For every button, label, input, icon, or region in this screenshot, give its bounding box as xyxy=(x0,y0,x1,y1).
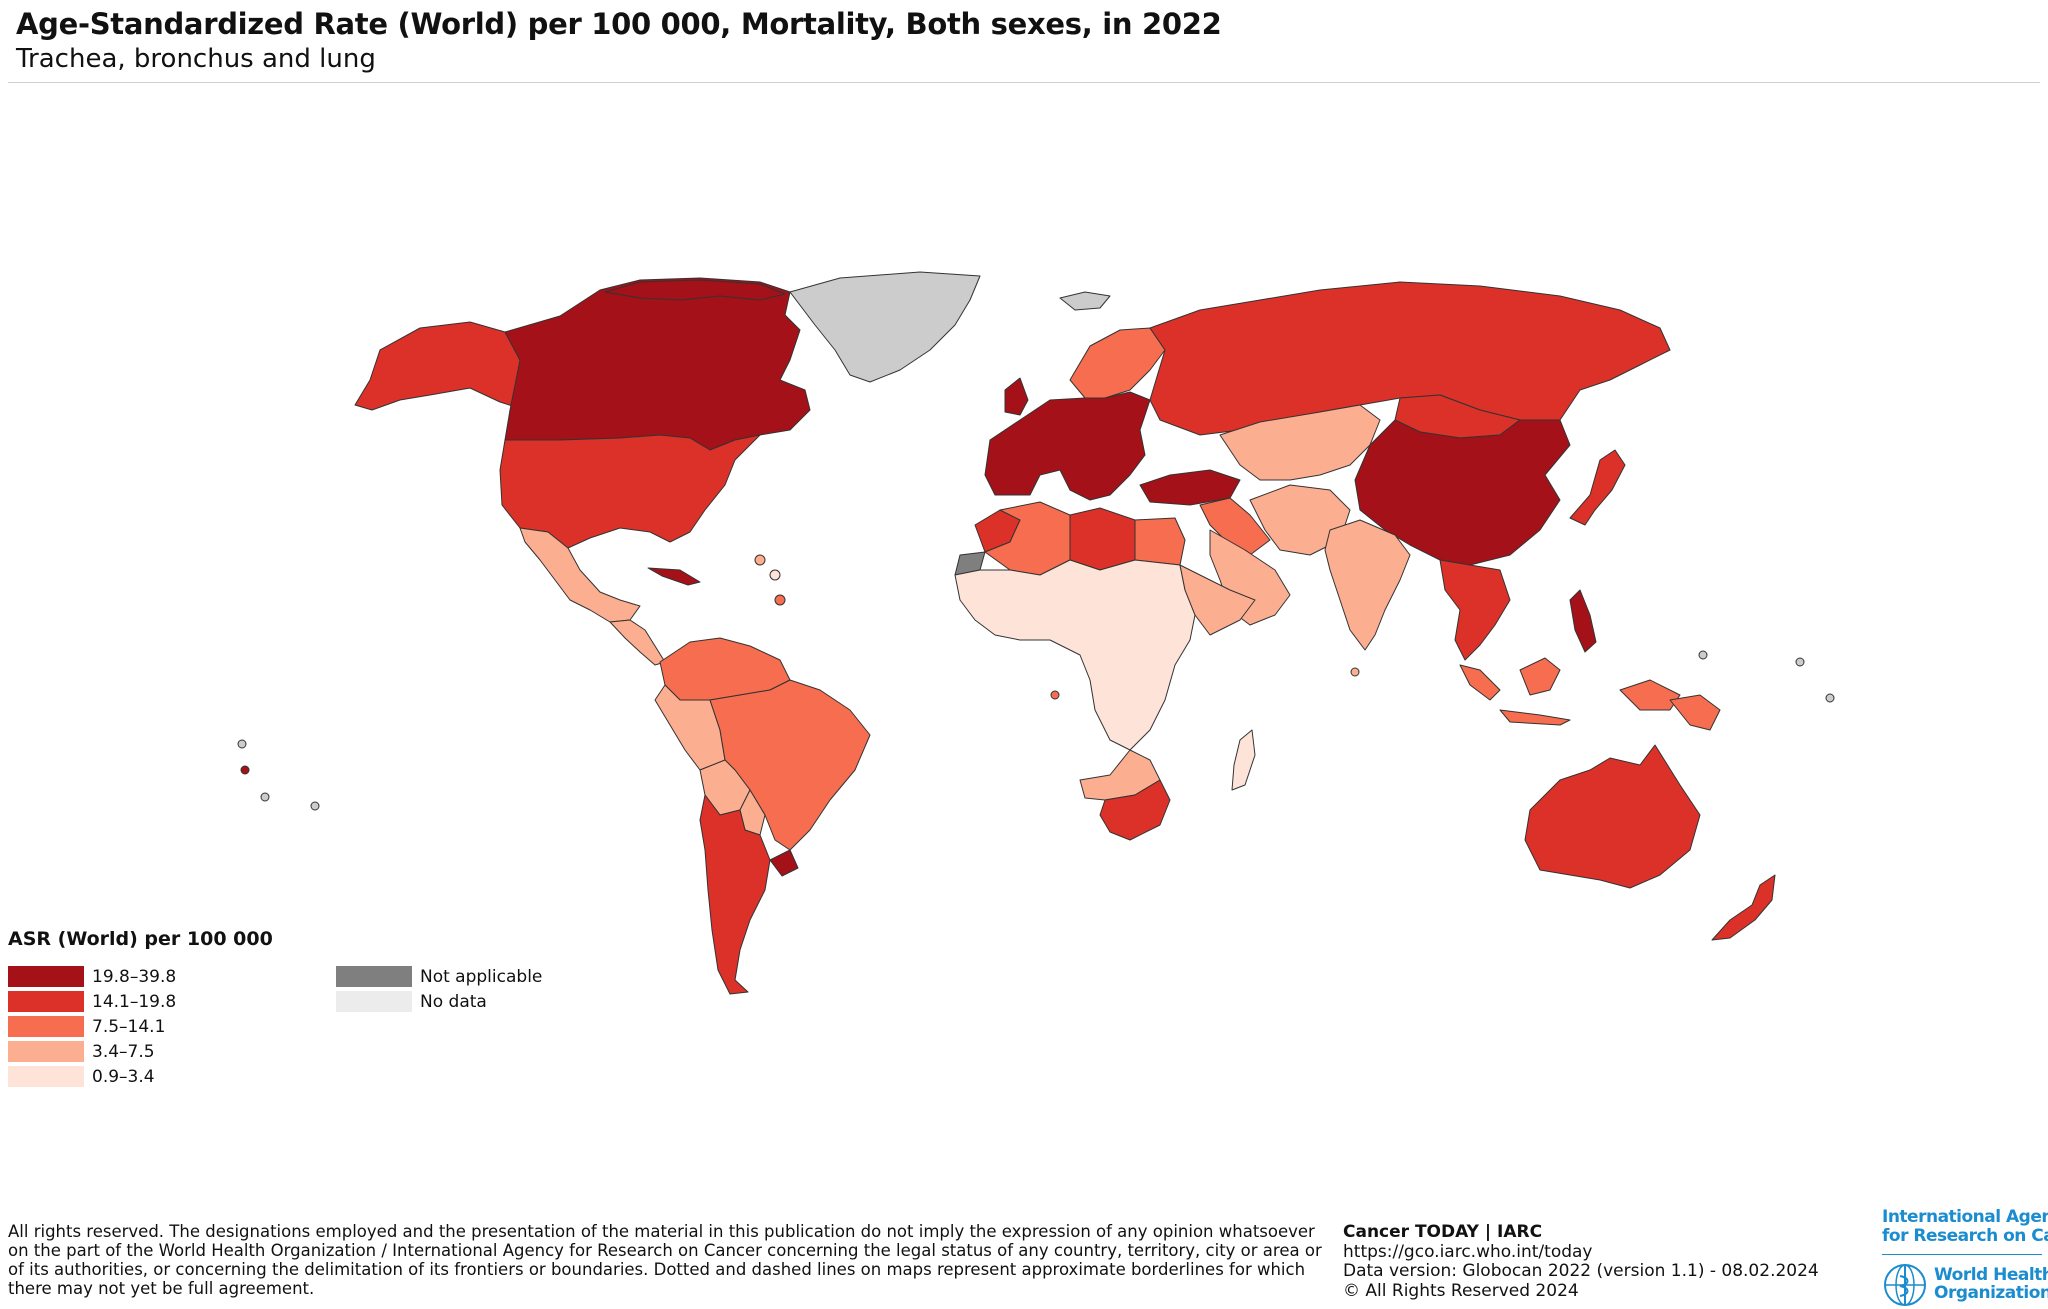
credits-title: Cancer TODAY | IARC xyxy=(1343,1222,1543,1242)
legend-item-no-data: No data xyxy=(336,989,542,1014)
island-marker[interactable] xyxy=(1795,657,1805,667)
region-central-asia[interactable] xyxy=(1219,404,1381,481)
island-marker[interactable] xyxy=(240,765,250,775)
region-southeast-asia[interactable] xyxy=(1439,559,1511,661)
legend-swatch xyxy=(8,1041,84,1062)
legend-classes: 19.8–39.8 14.1–19.8 7.5–14.1 3.4–7.5 0.9… xyxy=(8,964,176,1089)
legend-item: 3.4–7.5 xyxy=(8,1039,176,1064)
world-map-svg xyxy=(237,271,1835,995)
island-marker[interactable] xyxy=(1698,650,1708,660)
disclaimer-line: All rights reserved. The designations em… xyxy=(8,1222,1315,1241)
region-cuba[interactable] xyxy=(647,567,701,586)
region-uk[interactable] xyxy=(1004,377,1029,416)
logos: International Agency for Research on Can… xyxy=(1880,1206,2048,1309)
disclaimer-line: there may not yet be full agreement. xyxy=(8,1279,315,1298)
iarc-logo-line: International Agency xyxy=(1882,1207,2048,1227)
region-india[interactable] xyxy=(1324,519,1411,651)
region-central-america[interactable] xyxy=(609,619,666,666)
legend-item: 7.5–14.1 xyxy=(8,1014,176,1039)
legend-label: 0.9–3.4 xyxy=(92,1066,155,1087)
region-libya[interactable] xyxy=(1069,507,1136,571)
data-version: Data version: Globocan 2022 (version 1.1… xyxy=(1343,1261,1819,1281)
island-marker[interactable] xyxy=(237,739,247,749)
island-marker[interactable] xyxy=(769,569,781,581)
region-western-europe[interactable] xyxy=(984,391,1151,501)
island-marker[interactable] xyxy=(774,594,786,606)
who-logo-line: Organization xyxy=(1934,1283,2048,1303)
map-legend: ASR (World) per 100 000 19.8–39.8 14.1–1… xyxy=(8,928,608,1088)
legend-swatch xyxy=(8,991,84,1012)
island-marker[interactable] xyxy=(310,801,320,811)
region-turkey[interactable] xyxy=(1139,469,1241,506)
legend-label: 7.5–14.1 xyxy=(92,1016,166,1037)
legend-item: 19.8–39.8 xyxy=(8,964,176,989)
region-scandinavia[interactable] xyxy=(1069,327,1166,399)
legend-item: 0.9–3.4 xyxy=(8,1064,176,1089)
legend-title: ASR (World) per 100 000 xyxy=(8,928,273,950)
disclaimer: All rights reserved. The designations em… xyxy=(8,1222,1322,1298)
region-greenland[interactable] xyxy=(789,271,981,383)
region-south-africa[interactable] xyxy=(1099,779,1171,841)
region-east-africa[interactable] xyxy=(1179,564,1256,636)
legend-label: 3.4–7.5 xyxy=(92,1041,155,1062)
legend-item-not-applicable: Not applicable xyxy=(336,964,542,989)
region-philippines[interactable] xyxy=(1569,589,1597,653)
island-marker[interactable] xyxy=(1825,693,1835,703)
disclaimer-line: on the part of the World Health Organiza… xyxy=(8,1241,1322,1260)
region-middle-east[interactable] xyxy=(1199,497,1271,556)
region-madagascar[interactable] xyxy=(1231,729,1256,791)
region-alaska[interactable] xyxy=(354,321,526,411)
legend-label: 14.1–19.8 xyxy=(92,991,177,1012)
logo-divider xyxy=(1882,1254,2042,1255)
legend-swatch xyxy=(8,966,84,987)
legend-label: No data xyxy=(420,991,487,1012)
region-australia[interactable] xyxy=(1524,744,1701,889)
who-logo-text: World Health Organization xyxy=(1934,1266,2048,1302)
region-canada-islands[interactable] xyxy=(604,279,786,301)
world-map xyxy=(0,270,2048,1010)
island-marker[interactable] xyxy=(754,554,766,566)
region-indonesia[interactable] xyxy=(1459,657,1681,726)
map-title: Age-Standardized Rate (World) per 100 00… xyxy=(16,7,1222,41)
region-argentina-chile[interactable] xyxy=(699,794,771,995)
header: Age-Standardized Rate (World) per 100 00… xyxy=(16,6,2032,76)
who-emblem-icon xyxy=(1884,1264,1926,1306)
region-canada[interactable] xyxy=(504,277,811,451)
iarc-logo: International Agency for Research on Can… xyxy=(1882,1208,2048,1246)
legend-item: 14.1–19.8 xyxy=(8,989,176,1014)
region-china[interactable] xyxy=(1354,419,1571,566)
legend-swatch xyxy=(8,1016,84,1037)
island-marker[interactable] xyxy=(1050,690,1060,700)
header-divider xyxy=(8,82,2040,83)
iarc-logo-line: for Research on Cancer xyxy=(1882,1226,2048,1246)
credits-url[interactable]: https://gco.iarc.who.int/today xyxy=(1343,1241,1593,1262)
credits: Cancer TODAY | IARC https://gco.iarc.who… xyxy=(1343,1222,1819,1301)
legend-extra: Not applicable No data xyxy=(336,964,542,1014)
legend-label: 19.8–39.8 xyxy=(92,966,177,987)
who-logo-line: World Health xyxy=(1934,1265,2048,1285)
disclaimer-line: of its authorities, or concerning the de… xyxy=(8,1260,1306,1279)
island-marker[interactable] xyxy=(1350,667,1360,677)
region-japan[interactable] xyxy=(1569,449,1626,526)
region-sub-saharan-africa[interactable] xyxy=(954,559,1196,751)
legend-swatch xyxy=(336,991,412,1012)
legend-swatch xyxy=(336,966,412,987)
island-marker[interactable] xyxy=(260,792,270,802)
copyright: © All Rights Reserved 2024 xyxy=(1343,1280,1579,1301)
legend-swatch xyxy=(8,1066,84,1087)
region-new-zealand[interactable] xyxy=(1711,874,1776,941)
region-iceland[interactable] xyxy=(1059,291,1111,311)
legend-label: Not applicable xyxy=(420,966,543,987)
region-papua-new-guinea[interactable] xyxy=(1669,694,1721,731)
region-egypt[interactable] xyxy=(1134,517,1186,566)
region-uruguay[interactable] xyxy=(769,849,799,877)
map-subtitle: Trachea, bronchus and lung xyxy=(16,44,376,74)
